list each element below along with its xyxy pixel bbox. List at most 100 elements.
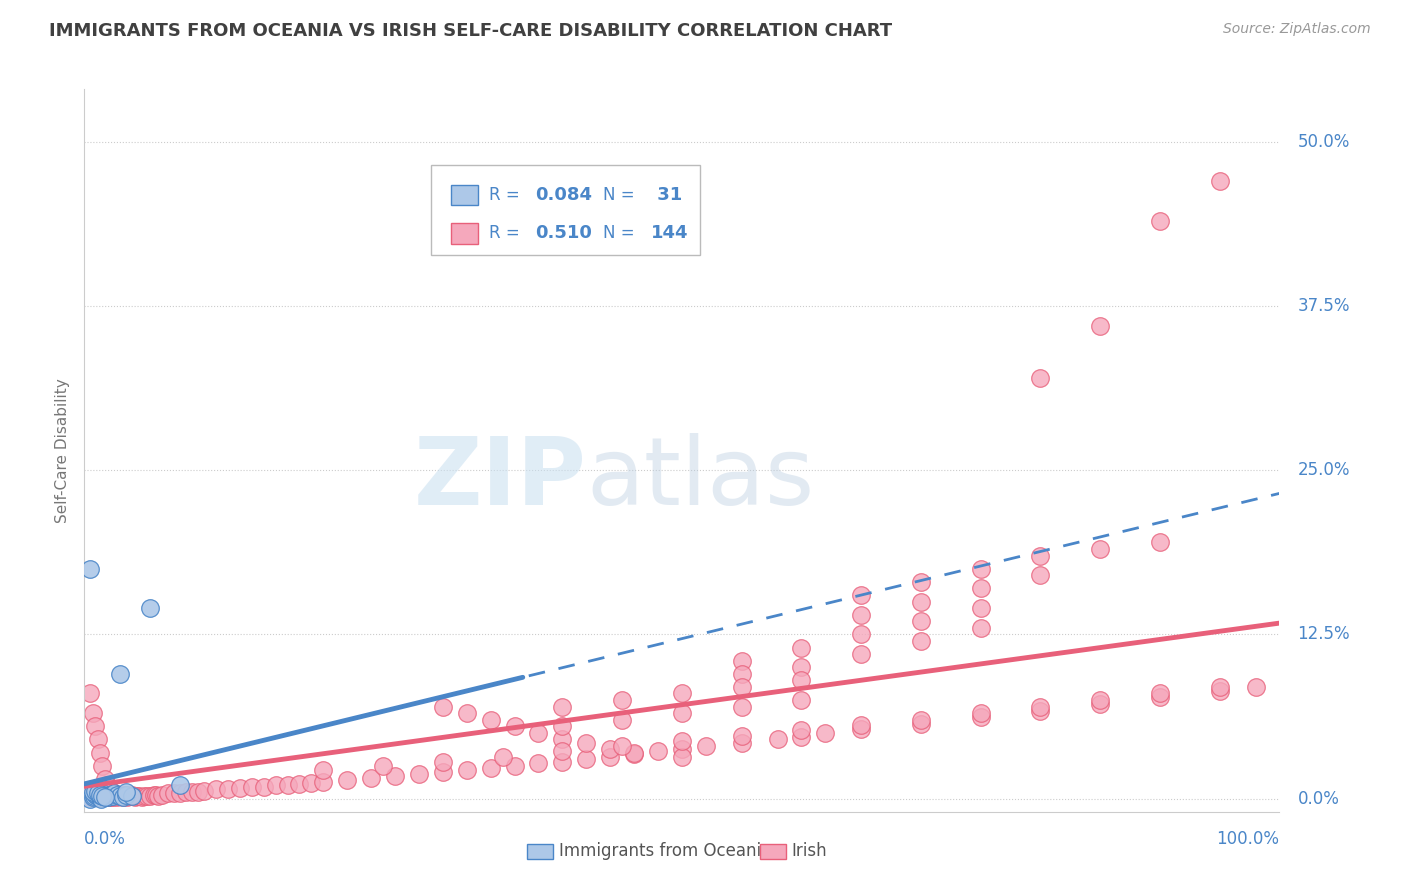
Point xyxy=(105,790,128,805)
Point xyxy=(131,790,153,805)
Point xyxy=(107,789,129,803)
Point xyxy=(612,693,634,707)
Point xyxy=(91,789,114,803)
Point xyxy=(766,732,789,747)
Point xyxy=(163,786,186,800)
Point xyxy=(1244,680,1267,694)
Point xyxy=(301,776,323,790)
Point xyxy=(623,746,645,760)
Point xyxy=(111,790,134,805)
Point xyxy=(79,790,101,805)
Point xyxy=(671,706,693,721)
Point xyxy=(671,741,693,756)
Point xyxy=(970,562,993,576)
Point xyxy=(93,790,115,805)
Point xyxy=(671,733,693,747)
Point xyxy=(599,749,621,764)
Point xyxy=(503,758,526,772)
Point xyxy=(135,789,157,803)
Point xyxy=(1209,684,1232,698)
Point xyxy=(169,786,191,800)
Point xyxy=(187,785,209,799)
Text: 25.0%: 25.0% xyxy=(1298,461,1350,479)
Point xyxy=(139,601,162,615)
Point xyxy=(479,713,502,727)
Point xyxy=(132,789,156,803)
Point xyxy=(101,789,124,803)
Point xyxy=(91,789,114,803)
Point xyxy=(970,621,993,635)
Point xyxy=(851,722,873,736)
Point xyxy=(790,693,813,707)
Point xyxy=(695,739,717,753)
Text: IMMIGRANTS FROM OCEANIA VS IRISH SELF-CARE DISABILITY CORRELATION CHART: IMMIGRANTS FROM OCEANIA VS IRISH SELF-CA… xyxy=(49,22,893,40)
Text: 12.5%: 12.5% xyxy=(1298,625,1350,643)
Point xyxy=(110,789,132,803)
Point xyxy=(115,785,138,799)
Point xyxy=(492,749,515,764)
Point xyxy=(101,789,124,803)
Point xyxy=(612,739,634,753)
Point xyxy=(111,788,134,802)
Point xyxy=(1029,568,1052,582)
Point xyxy=(671,749,693,764)
Point xyxy=(253,780,276,794)
Point xyxy=(124,790,146,805)
Point xyxy=(169,779,191,793)
Point xyxy=(336,773,359,788)
Point xyxy=(731,654,754,668)
Point xyxy=(94,789,117,803)
Point xyxy=(373,758,395,772)
Point xyxy=(90,791,112,805)
Point xyxy=(142,788,165,802)
Point xyxy=(731,699,754,714)
Bar xyxy=(451,223,478,244)
Point xyxy=(82,785,104,799)
Point xyxy=(121,788,143,802)
Point xyxy=(527,756,550,771)
Point xyxy=(89,790,111,805)
Point xyxy=(970,706,993,721)
Point xyxy=(128,789,150,803)
Point xyxy=(101,790,124,805)
Point xyxy=(193,783,215,797)
Point xyxy=(790,723,813,738)
Point xyxy=(79,686,101,700)
Point xyxy=(83,790,105,805)
Point xyxy=(731,680,754,694)
Point xyxy=(1209,680,1232,694)
Point xyxy=(790,640,813,655)
Point xyxy=(790,673,813,688)
Point xyxy=(86,789,108,803)
Point xyxy=(432,699,454,714)
Point xyxy=(671,686,693,700)
Text: 0.084: 0.084 xyxy=(534,186,592,204)
Point xyxy=(970,582,993,596)
Text: atlas: atlas xyxy=(586,434,814,525)
Point xyxy=(96,779,118,793)
Point xyxy=(111,790,134,805)
Point xyxy=(86,788,108,802)
Point xyxy=(527,726,550,740)
Point xyxy=(84,783,107,797)
Point xyxy=(145,788,167,802)
Point xyxy=(103,789,125,803)
Point xyxy=(114,789,136,803)
Point xyxy=(288,777,311,791)
Point xyxy=(91,758,114,772)
Point xyxy=(1149,535,1171,549)
Text: 0.0%: 0.0% xyxy=(1298,789,1340,807)
Point xyxy=(851,718,873,732)
Point xyxy=(93,790,115,805)
Point xyxy=(731,666,754,681)
Point xyxy=(910,634,932,648)
Point xyxy=(456,706,478,721)
Point xyxy=(575,752,598,766)
Point xyxy=(110,789,132,803)
Text: Source: ZipAtlas.com: Source: ZipAtlas.com xyxy=(1223,22,1371,37)
Point xyxy=(1090,697,1112,711)
Point xyxy=(851,607,873,622)
Point xyxy=(551,719,574,733)
Point xyxy=(84,790,107,805)
Point xyxy=(360,771,382,785)
